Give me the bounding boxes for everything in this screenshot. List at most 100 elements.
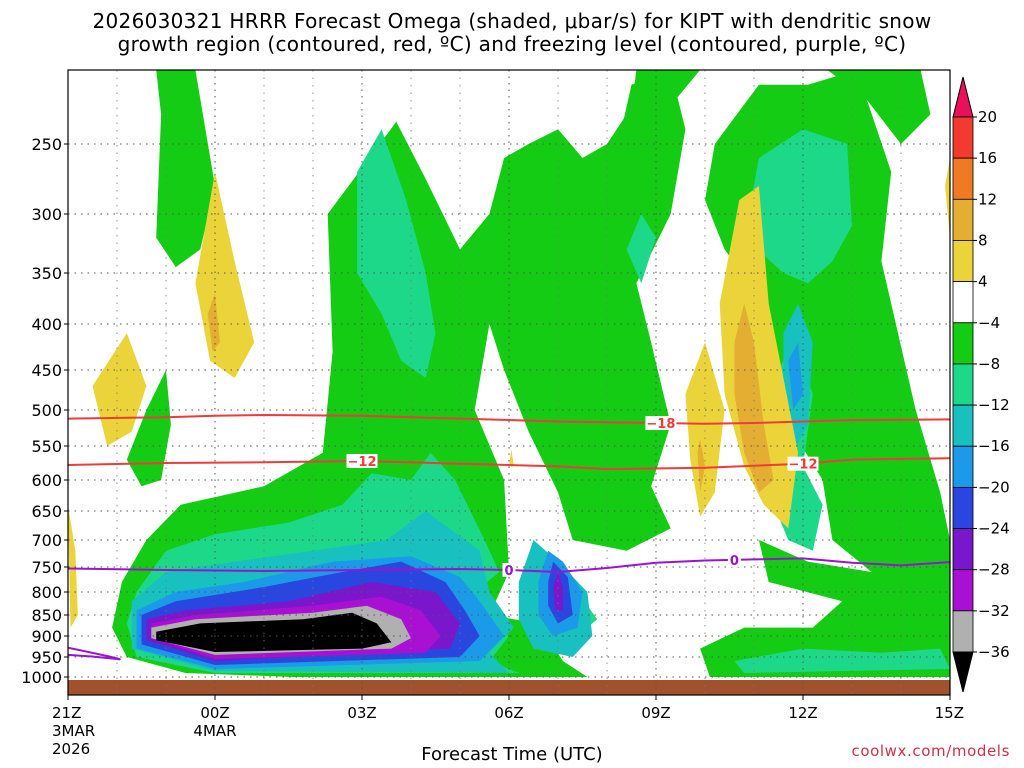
contour-line-0: [68, 557, 950, 574]
contour-label-bg: [727, 552, 741, 567]
contour-line--12: [68, 457, 950, 471]
y-tick-label: 550: [31, 437, 62, 456]
x-tick-date: 3MAR: [52, 722, 95, 740]
y-tick-label: 800: [31, 583, 62, 602]
x-tick-label: 03Z: [347, 704, 376, 722]
colorbar-label: 12: [978, 190, 997, 208]
omega-region: [631, 70, 701, 100]
colorbar-segment: [952, 281, 974, 324]
colorbar-label: −4: [978, 314, 1000, 332]
y-tick-label: 750: [31, 558, 62, 577]
contour-line-0-loop: [68, 646, 121, 661]
x-tick-label: 15Z: [935, 704, 964, 722]
contour-label-bg: [346, 453, 378, 468]
chart-title-line2: growth region (contoured, red, ºC) and f…: [117, 32, 907, 56]
omega-region: [92, 333, 147, 446]
colorbar-label: −20: [978, 478, 1010, 496]
contour-label: −12: [348, 455, 377, 470]
omega-region: [719, 186, 799, 529]
colorbar-label: −24: [978, 520, 1010, 538]
contour-label-bg: [502, 563, 516, 577]
x-axis-label: Forecast Time (UTC): [421, 744, 603, 765]
omega-shading: [68, 70, 950, 695]
contour-label: 0: [504, 564, 513, 579]
colorbar-label: −16: [978, 437, 1010, 455]
x-tick-label: 12Z: [788, 704, 817, 722]
omega-region: [509, 449, 514, 467]
colorbar-segment: [952, 610, 974, 653]
omega-region: [207, 293, 220, 352]
y-tick-label: 350: [31, 264, 62, 283]
colorbar-label: 8: [978, 231, 988, 249]
x-tick-label: 00Z: [200, 704, 229, 722]
colorbar-label: −28: [978, 561, 1010, 579]
omega-region: [734, 648, 950, 673]
y-tick-label: 700: [31, 531, 62, 550]
colorbar-segment: [952, 404, 974, 447]
omega-region: [734, 303, 774, 493]
colorbar-segment: [952, 157, 974, 200]
omega-region: [112, 70, 686, 677]
y-tick-label: 250: [31, 135, 62, 154]
colorbar-bottom-arrow: [952, 651, 974, 693]
colorbar-segment: [952, 198, 974, 241]
y-tick-label: 1000: [21, 668, 62, 687]
omega-region: [827, 70, 931, 144]
omega-region: [945, 158, 950, 238]
contour-label: −12: [789, 458, 818, 473]
colorbar-segment: [952, 445, 974, 488]
contour-label: 0: [730, 554, 739, 569]
x-tick-label: 06Z: [494, 704, 523, 722]
contour-label-bg: [787, 456, 819, 471]
contour-line--18: [68, 413, 950, 425]
colorbar-label: 20: [978, 108, 997, 126]
omega-region: [357, 129, 436, 378]
omega-region: [553, 572, 563, 611]
chart-title-line1: 2026030321 HRRR Forecast Omega (shaded, …: [92, 9, 932, 33]
colorbar-label: 4: [978, 273, 988, 291]
omega-region: [697, 438, 705, 493]
x-tick-label: 21Z: [52, 704, 81, 722]
y-tick-label: 850: [31, 606, 62, 625]
y-axis: 250 300 350 400 450 500 550 600 650 700 750 800 850 9…: [21, 135, 68, 687]
colorbar-segment: [952, 528, 974, 571]
x-tick-label: 09Z: [641, 704, 670, 722]
y-tick-label: 300: [31, 205, 62, 224]
colorbar-label: −32: [978, 602, 1010, 620]
colorbar-label: −36: [978, 643, 1010, 661]
colorbar-label: −8: [978, 355, 1000, 373]
colorbar-label: 16: [978, 149, 997, 167]
omega-region: [788, 342, 803, 410]
y-tick-label: 650: [31, 502, 62, 521]
omega-region: [744, 129, 852, 284]
colorbar-segment: [952, 322, 974, 365]
colorbar: 20 16 12 8 4 −4 −8 −12 −16 −20 −24 −28 −32 −36: [952, 76, 1010, 693]
colorbar-segment: [952, 569, 974, 612]
omega-region: [68, 504, 78, 628]
omega-region: [156, 70, 215, 268]
y-tick-label: 400: [31, 315, 62, 334]
colorbar-segment: [952, 116, 974, 159]
grid-lines: [68, 70, 950, 695]
x-tick-year: 2026: [52, 740, 90, 758]
colorbar-segment: [952, 486, 974, 529]
contour-label: −18: [646, 417, 675, 432]
y-tick-label: 450: [31, 361, 62, 380]
colorbar-top-arrow: [952, 76, 974, 118]
x-tick-date: 4MAR: [193, 722, 236, 740]
credit-link[interactable]: coolwx.com/models: [851, 742, 1010, 760]
temperature-contours: −18 −12 −12 0 0: [68, 413, 950, 661]
omega-region: [126, 370, 171, 487]
colorbar-segment: [952, 363, 974, 406]
colorbar-label: −12: [978, 396, 1010, 414]
omega-region: [685, 342, 725, 517]
omega-region: [597, 70, 671, 304]
colorbar-segment: [952, 240, 974, 283]
y-tick-label: 500: [31, 401, 62, 420]
y-tick-label: 600: [31, 471, 62, 490]
y-tick-label: 950: [31, 648, 62, 667]
omega-region: [626, 214, 656, 284]
y-tick-label: 900: [31, 627, 62, 646]
